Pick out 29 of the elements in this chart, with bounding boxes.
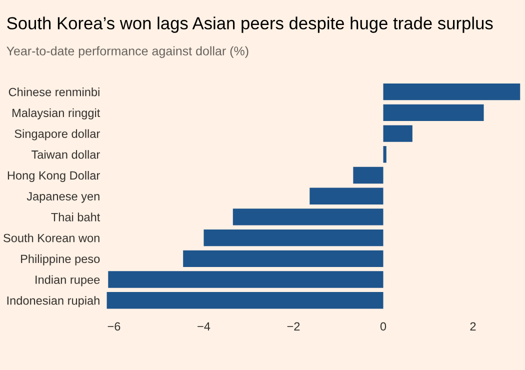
bar bbox=[108, 271, 384, 288]
bar bbox=[383, 104, 484, 122]
y-tick-label: Hong Kong Dollar bbox=[8, 170, 100, 182]
bar bbox=[232, 208, 384, 226]
bar bbox=[204, 229, 384, 246]
x-tick-label: −6 bbox=[108, 322, 120, 331]
y-tick-label: Japanese yen bbox=[26, 192, 100, 203]
bar bbox=[383, 146, 386, 163]
bar bbox=[310, 188, 384, 204]
y-tick-label: Singapore dollar bbox=[14, 129, 100, 140]
y-tick-label: Indonesian rupiah bbox=[7, 296, 100, 308]
y-tick-label: Malaysian ringgit bbox=[12, 108, 100, 120]
x-tick-label: −4 bbox=[198, 322, 210, 330]
bar bbox=[383, 125, 412, 142]
bar bbox=[383, 83, 520, 100]
y-tick-label: Indian rupee bbox=[36, 275, 100, 286]
bar bbox=[353, 166, 384, 184]
chart-title: South Korea’s won lags Asian peers despite huge trade surplus bbox=[7, 16, 493, 33]
y-tick-label: Thai baht bbox=[51, 212, 100, 222]
y-tick-label: Philippine peso bbox=[21, 254, 100, 266]
x-tick-label: 0 bbox=[380, 322, 386, 331]
bar bbox=[106, 292, 384, 309]
y-tick-label: Chinese renminbi bbox=[8, 88, 100, 96]
x-tick-label: −2 bbox=[287, 322, 300, 330]
y-tick-label: Taiwan dollar bbox=[32, 150, 100, 159]
y-tick-label: South Korean won bbox=[4, 234, 100, 242]
x-tick-label: 2 bbox=[470, 322, 476, 330]
chart-subtitle: Year-to-date performance against dollar (%) bbox=[6, 46, 248, 58]
bar bbox=[183, 250, 384, 268]
